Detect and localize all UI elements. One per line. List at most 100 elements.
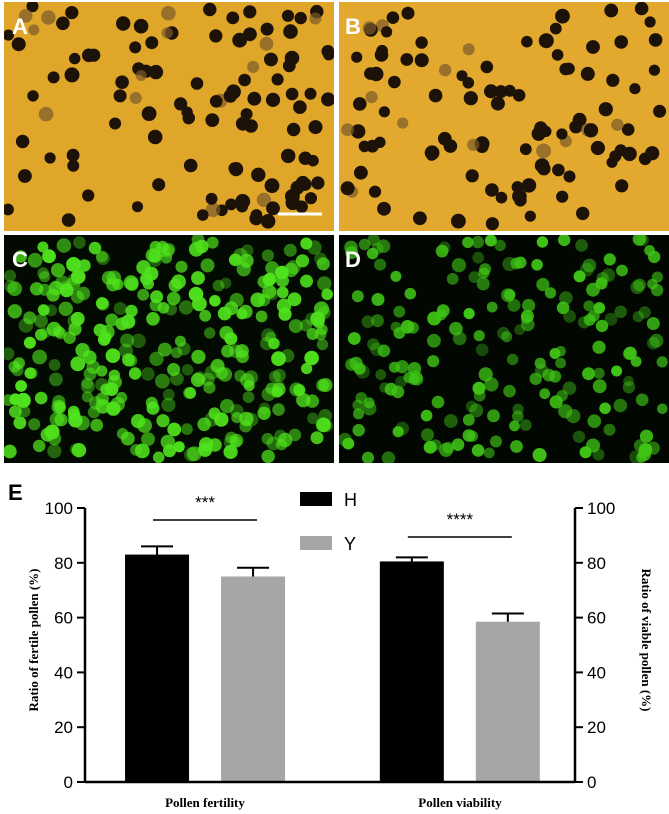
pollen-grain — [118, 343, 134, 358]
pollen-grain — [353, 97, 367, 111]
pollen-grain — [614, 305, 627, 319]
pollen-grain — [264, 178, 280, 194]
bars — [125, 554, 540, 782]
pollen-grain — [435, 244, 449, 258]
pollen-grain — [345, 358, 358, 371]
pollen-grain — [558, 235, 571, 247]
pollen-grain — [462, 43, 475, 56]
pollen-grain — [497, 326, 510, 340]
pollen-grain — [69, 52, 81, 65]
pollen-grain — [181, 364, 194, 376]
pollen-grain — [307, 154, 319, 167]
pollen-grain — [18, 405, 31, 418]
pollen-grain — [206, 236, 219, 249]
pollen-grain — [315, 417, 331, 433]
pollen-grain — [604, 3, 619, 18]
pollen-grain — [649, 333, 664, 348]
pollen-grain — [524, 210, 536, 222]
pollen-grain — [529, 372, 542, 385]
pollen-grain — [463, 91, 478, 106]
panel-a-background — [4, 2, 334, 231]
pollen-grain — [95, 250, 108, 263]
pollen-grain — [549, 22, 562, 35]
pollen-grain — [282, 59, 296, 73]
pollen-grain — [490, 96, 505, 111]
pollen-grain — [197, 417, 211, 432]
pollen-grain — [558, 404, 573, 419]
pollen-grain — [48, 359, 61, 371]
category-label-viability: Pollen viability — [418, 795, 502, 810]
pollen-grain — [582, 367, 596, 381]
pollen-grain — [50, 263, 66, 278]
pollen-grain — [299, 319, 313, 332]
pollen-grain — [397, 117, 409, 129]
pollen-grain — [18, 169, 32, 183]
pollen-grain — [468, 271, 481, 283]
pollen-grain — [242, 391, 255, 403]
pollen-grain — [556, 190, 569, 203]
pollen-grain — [265, 92, 281, 107]
pollen-grain — [507, 298, 521, 312]
pollen-grain — [586, 282, 600, 297]
panel-d-pollen — [339, 235, 668, 463]
pollen-grain — [243, 380, 255, 392]
pollen-grain — [283, 243, 297, 257]
y-tick-label-left: 60 — [54, 609, 73, 628]
pollen-grain — [378, 106, 390, 118]
pollen-grain — [639, 429, 654, 443]
pollen-grain — [205, 202, 221, 218]
pollen-grain — [494, 85, 508, 99]
pollen-grain — [132, 201, 143, 213]
pollen-grain — [146, 312, 160, 326]
pollen-grain — [427, 333, 441, 348]
pollen-grain — [345, 246, 359, 259]
pollen-grain — [549, 395, 563, 409]
panel-b-label: B — [345, 14, 361, 39]
pollen-grain — [307, 240, 322, 255]
pollen-grain — [622, 347, 636, 360]
pollen-grain — [439, 63, 452, 77]
pollen-grain — [653, 104, 667, 118]
pollen-grain — [268, 370, 281, 383]
pollen-grain — [436, 304, 450, 318]
bar-y-viability — [475, 621, 540, 782]
pollen-grain — [281, 148, 296, 164]
pollen-grain — [347, 332, 361, 345]
pollen-grain — [70, 356, 86, 372]
significance: ******* — [153, 493, 512, 538]
pollen-grain — [342, 437, 355, 450]
pollen-grain — [191, 271, 205, 285]
pollen-grain — [95, 297, 109, 310]
pollen-grain — [355, 364, 370, 379]
pollen-grain — [178, 300, 194, 315]
pollen-grain — [535, 363, 549, 378]
pollen-grain — [290, 180, 305, 195]
pollen-grain — [310, 311, 326, 327]
micrograph-panel-c: C — [4, 235, 334, 463]
pollen-grain — [96, 365, 108, 377]
pollen-grain — [54, 401, 66, 413]
pollen-grain — [276, 298, 292, 314]
pollen-grain — [494, 239, 506, 252]
pollen-grain — [504, 289, 516, 301]
pollen-grain — [361, 315, 375, 329]
pollen-grain — [152, 178, 166, 192]
pollen-grain — [321, 45, 334, 58]
pollen-grain — [18, 9, 33, 23]
pollen-grain — [556, 128, 568, 140]
pollen-grain — [374, 48, 389, 62]
pollen-grain — [452, 331, 467, 346]
pollen-grain — [386, 11, 400, 24]
pollen-grain — [603, 253, 616, 266]
pollen-grain — [266, 201, 280, 216]
pollen-grain — [210, 358, 225, 373]
pollen-grain — [4, 203, 14, 216]
pollen-grain — [362, 21, 377, 35]
pollen-grain — [512, 410, 524, 423]
pollen-grain — [233, 248, 248, 263]
pollen-grain — [141, 432, 155, 446]
pollen-grain — [208, 407, 221, 420]
pollen-grain — [351, 124, 366, 139]
pollen-grain — [510, 440, 523, 453]
